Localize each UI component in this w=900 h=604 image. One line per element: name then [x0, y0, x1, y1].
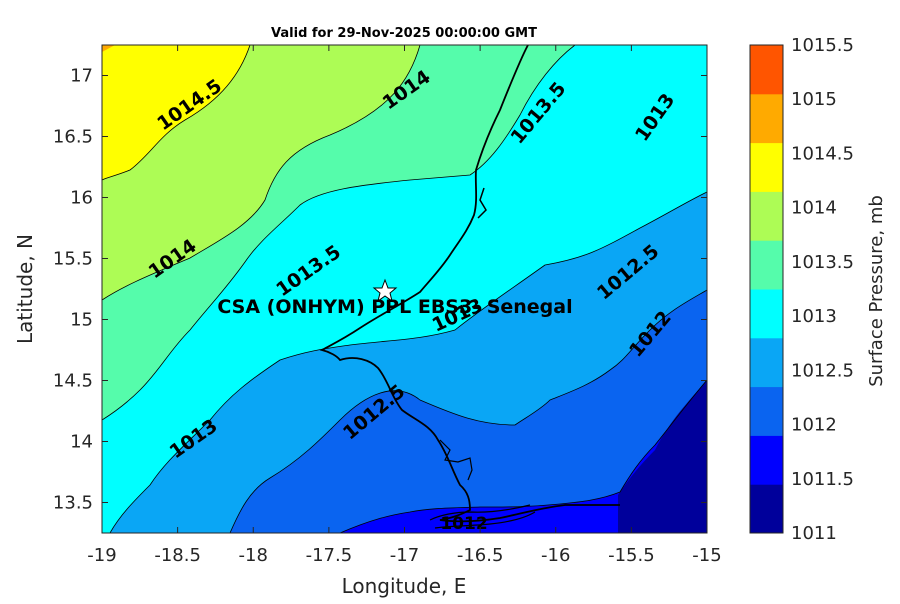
contour-line — [102, 45, 576, 421]
star-icon — [372, 278, 398, 303]
contour-line — [339, 379, 707, 533]
colorbar-tick-label: 1015 — [791, 89, 837, 110]
x-axis-ticks — [101, 45, 708, 533]
y-tick-label: 14.5 — [53, 371, 93, 392]
colorbar-tick-label: 1015.5 — [791, 35, 854, 56]
colorbar-tick-label: 1012 — [791, 415, 837, 436]
band-1012 — [230, 290, 707, 533]
colorbar-tick-label: 1012.5 — [791, 360, 854, 381]
colorbar-tick-label: 1011.5 — [791, 469, 854, 490]
x-tick-label: -16 — [541, 545, 570, 566]
x-tick-label: -18.5 — [154, 545, 201, 566]
x-tick-label: -18 — [239, 545, 268, 566]
x-tick-label: -16.5 — [457, 545, 504, 566]
contour-label: 1012 — [440, 514, 487, 534]
colorbar-tick-label: 1013 — [791, 306, 837, 327]
y-tick-label: 17 — [70, 66, 93, 87]
contour-line — [109, 191, 707, 533]
x-axis-label: Longitude, E — [342, 574, 467, 598]
x-tick-label: -15.5 — [608, 545, 655, 566]
x-tick-label: -15 — [692, 545, 721, 566]
river-path — [477, 187, 487, 219]
y-tick-label: 13.5 — [53, 493, 93, 514]
colorbar-tick-label: 1014 — [791, 198, 837, 219]
x-tick-label: -19 — [87, 545, 116, 566]
colorbar — [749, 44, 784, 534]
colorbar-label: Surface Pressure, mb — [866, 195, 887, 387]
colorbar-segment — [750, 435, 783, 485]
y-axis-ticks — [102, 75, 707, 503]
x-axis-tick-labels: -19 -18.5 -18 -17.5 -17 -16.5 -16 -15.5 -15 — [87, 545, 721, 566]
y-axis-tick-labels: 13.5 14 14.5 15 15.5 16 16.5 17 — [53, 66, 93, 514]
contour-line — [229, 289, 707, 533]
colorbar-segment — [750, 45, 783, 95]
colorbar-segment — [750, 142, 783, 192]
border-path — [429, 504, 531, 521]
border-path — [434, 511, 536, 529]
y-axis-label: Latitude, N — [13, 234, 37, 344]
colorbar-tick-labels: 1011 1011.5 1012 1012.5 1013 1013.5 1014 1014.5… — [791, 35, 854, 544]
pressure-bands — [102, 45, 707, 533]
band-1011 — [618, 380, 707, 533]
colorbar-frame — [749, 44, 784, 534]
station-label: CSA (ONHYM) PPL EBS3- Senegal — [217, 296, 572, 318]
colorbar-segment — [750, 289, 783, 339]
y-tick-label: 15 — [70, 310, 93, 331]
colorbar-segment — [750, 484, 783, 534]
y-tick-label: 16 — [70, 188, 93, 209]
colorbar-segment — [750, 386, 783, 436]
contour-lines — [102, 45, 707, 533]
band-1014-5 — [102, 45, 250, 180]
colorbar-tick-label: 1013.5 — [791, 252, 854, 273]
x-tick-label: -17 — [390, 545, 419, 566]
river-path — [439, 439, 473, 481]
band-1011-5 — [340, 380, 707, 533]
colorbar-segment — [750, 240, 783, 290]
y-tick-label: 14 — [70, 432, 93, 453]
contour-line — [102, 45, 421, 301]
colorbar-segment — [750, 337, 783, 388]
band-1015 — [102, 45, 115, 52]
map-title: Valid for 29-Nov-2025 00:00:00 GMT — [271, 26, 537, 41]
y-tick-label: 16.5 — [53, 127, 93, 148]
colorbar-tick-label: 1011 — [791, 523, 837, 544]
contour-line — [102, 45, 251, 181]
colorbar-segment — [750, 191, 783, 241]
colorbar-tick-label: 1014.5 — [791, 143, 854, 164]
y-tick-label: 15.5 — [53, 249, 93, 270]
coastline — [319, 45, 620, 529]
colorbar-segment — [750, 93, 783, 144]
coastline-path — [319, 45, 620, 523]
x-tick-label: -17.5 — [306, 545, 353, 566]
